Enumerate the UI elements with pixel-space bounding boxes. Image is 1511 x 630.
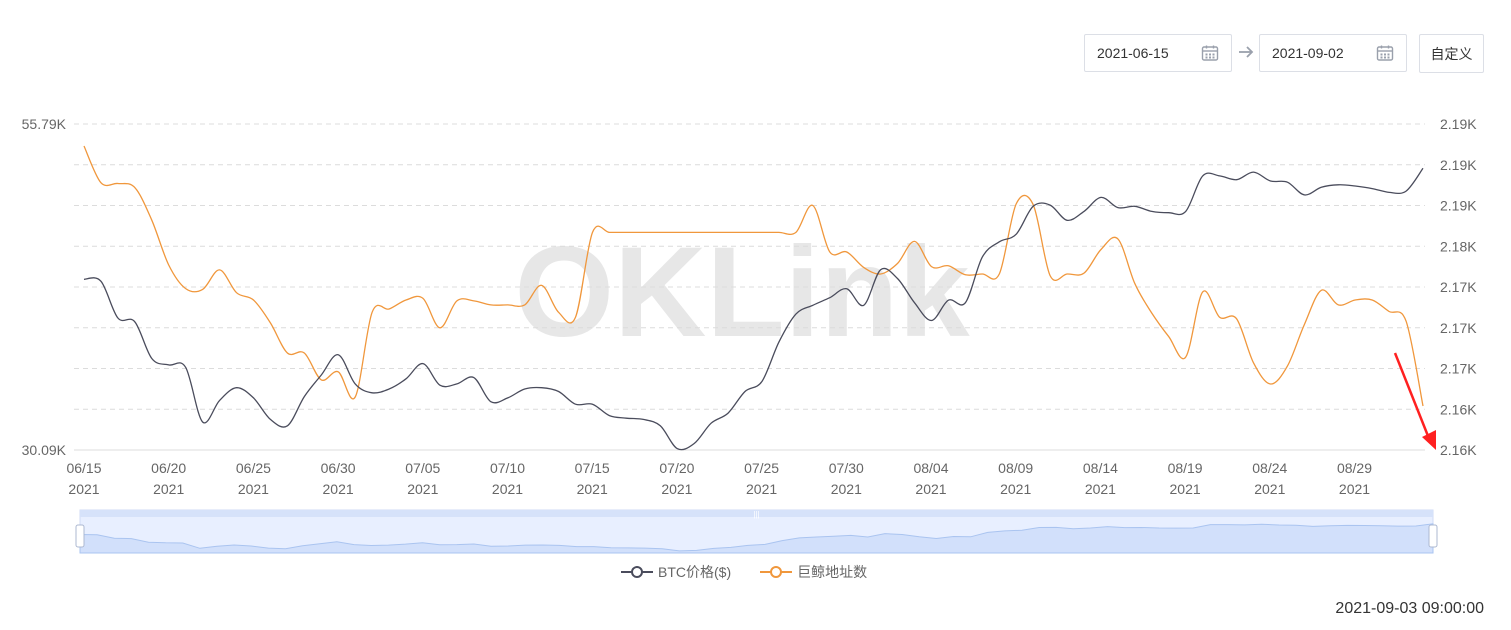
calendar-icon	[1376, 45, 1394, 61]
x-tick-date: 06/20	[151, 460, 186, 476]
x-tick-date: 08/14	[1083, 460, 1118, 476]
y-right-tick: 2.16K	[1440, 401, 1477, 417]
x-tick: 06/15 2021	[66, 460, 101, 497]
zoom-grip-icon[interactable]: |||	[753, 510, 759, 519]
x-tick-date: 07/10	[490, 460, 525, 476]
x-tick-date: 07/15	[575, 460, 610, 476]
calendar-icon	[1201, 45, 1219, 61]
y-right-tick: 2.16K	[1440, 442, 1477, 458]
grid	[74, 123, 1425, 451]
x-tick-year: 2021	[492, 481, 523, 497]
whale-address-line	[83, 145, 1424, 407]
axes: 55.79K 30.09K 2.19K 2.19K 2.19K 2.18K 2.17K 2.1…	[22, 116, 1478, 497]
zoom-drag-bar[interactable]	[80, 510, 1433, 517]
y-right-tick: 2.19K	[1440, 157, 1477, 173]
x-tick-year: 2021	[153, 481, 184, 497]
x-tick-date: 07/05	[405, 460, 440, 476]
y-left-tick-min: 30.09K	[22, 442, 67, 458]
series	[83, 145, 1424, 451]
x-tick-year: 2021	[577, 481, 608, 497]
custom-range-button[interactable]: 自定义	[1419, 34, 1484, 73]
x-tick-year: 2021	[1170, 481, 1201, 497]
x-tick: 08/24 2021	[1252, 460, 1287, 497]
x-tick: 08/09 2021	[998, 460, 1033, 497]
end-date-input[interactable]: 2021-09-02	[1259, 34, 1407, 72]
x-tick-date: 06/25	[236, 460, 271, 476]
watermark-text: OKLink	[514, 221, 970, 364]
x-tick-year: 2021	[1254, 481, 1285, 497]
zoom-handle-right[interactable]	[1428, 524, 1438, 548]
legend-item-whale[interactable]: 巨鲸地址数	[759, 562, 867, 582]
y-right-tick: 2.18K	[1440, 238, 1477, 254]
x-tick: 06/20 2021	[151, 460, 186, 497]
x-tick-year: 2021	[1000, 481, 1031, 497]
end-date-text: 2021-09-02	[1272, 45, 1344, 61]
x-tick-year: 2021	[407, 481, 438, 497]
arrow-right-icon	[1232, 43, 1259, 64]
x-tick: 07/05 2021	[405, 460, 440, 497]
x-tick: 08/14 2021	[1083, 460, 1118, 497]
btc-price-line	[83, 167, 1424, 451]
legend: BTC价格($) 巨鲸地址数	[620, 562, 895, 582]
y-right-tick: 2.19K	[1440, 116, 1477, 132]
y-right-tick: 2.17K	[1440, 279, 1477, 295]
x-tick: 08/29 2021	[1337, 460, 1372, 497]
zoom-handle-left[interactable]	[75, 524, 85, 548]
zoom-preview-area	[79, 523, 1434, 554]
annotation-arrow	[1393, 352, 1436, 450]
x-tick-date: 07/20	[659, 460, 694, 476]
zoom-slider[interactable]: |||	[75, 509, 1438, 554]
x-tick: 06/25 2021	[236, 460, 271, 497]
legend-item-btc[interactable]: BTC价格($)	[620, 562, 731, 582]
x-tick-date: 08/09	[998, 460, 1033, 476]
x-tick-year: 2021	[1339, 481, 1370, 497]
x-tick-date: 07/25	[744, 460, 779, 476]
x-tick: 07/10 2021	[490, 460, 525, 497]
x-tick: 07/20 2021	[659, 460, 694, 497]
x-tick-date: 08/24	[1252, 460, 1287, 476]
x-tick: 07/30 2021	[829, 460, 864, 497]
legend-whale-label: 巨鲸地址数	[797, 564, 868, 580]
y-right-tick: 2.19K	[1440, 198, 1477, 214]
x-tick: 07/25 2021	[744, 460, 779, 497]
y-right-tick: 2.17K	[1440, 320, 1477, 336]
x-tick-year: 2021	[1085, 481, 1116, 497]
timestamp: 2021-09-03 09:00:00	[1335, 600, 1484, 617]
x-tick: 06/30 2021	[321, 460, 356, 497]
legend-btc-label: BTC价格($)	[658, 564, 732, 580]
x-tick-date: 08/29	[1337, 460, 1372, 476]
x-tick-date: 06/30	[321, 460, 356, 476]
x-tick: 08/04 2021	[913, 460, 948, 497]
x-tick-year: 2021	[323, 481, 354, 497]
x-tick-year: 2021	[68, 481, 99, 497]
y-right-tick: 2.17K	[1440, 361, 1477, 377]
x-tick-date: 06/15	[66, 460, 101, 476]
x-tick-year: 2021	[915, 481, 946, 497]
x-tick-date: 08/04	[913, 460, 948, 476]
x-tick-date: 08/19	[1168, 460, 1203, 476]
date-range-picker: 2021-06-15 2021-09-02	[1084, 34, 1407, 72]
x-tick: 07/15 2021	[575, 460, 610, 497]
legend-btc-marker	[621, 566, 653, 578]
x-tick-year: 2021	[238, 481, 269, 497]
x-tick-year: 2021	[661, 481, 692, 497]
x-tick-year: 2021	[746, 481, 777, 497]
y-left-tick-max: 55.79K	[22, 116, 67, 132]
start-date-input[interactable]: 2021-06-15	[1084, 34, 1232, 72]
legend-whale-marker	[760, 566, 793, 578]
x-tick-year: 2021	[831, 481, 862, 497]
x-tick: 08/19 2021	[1168, 460, 1203, 497]
x-tick-date: 07/30	[829, 460, 864, 476]
start-date-text: 2021-06-15	[1097, 45, 1169, 61]
